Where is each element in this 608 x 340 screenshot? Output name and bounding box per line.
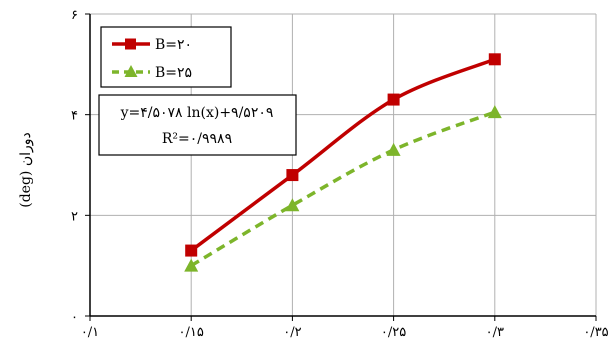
data-point-square <box>387 93 400 106</box>
data-point-triangle <box>487 105 502 119</box>
x-axis: ۰/۱ ۰/۱۵ ۰/۲ ۰/۲۵ ۰/۳ ۰/۳۵ <box>81 315 608 340</box>
data-point-triangle <box>386 142 401 156</box>
series-line-1 <box>190 110 496 268</box>
x-tick-label: ۰/۳ <box>486 325 504 340</box>
data-point-square <box>185 244 198 257</box>
x-tick-label: ۰/۱ <box>81 325 99 340</box>
x-tick-label: ۰/۳۵ <box>583 325 608 340</box>
series-markers <box>184 53 502 272</box>
legend-label-b20: B=۲۰ <box>155 37 192 53</box>
series-line-0 <box>190 57 496 252</box>
legend-item-b20: B=۲۰ <box>112 37 192 53</box>
data-point-square <box>488 53 501 66</box>
legend-marker-b25 <box>124 65 138 77</box>
equation-box: y=۴/۵۰۷۸ ln(x)+۹/۵۲۰۹ R²=۰/۹۹۸۹ <box>98 94 297 156</box>
data-point-triangle <box>285 198 300 212</box>
data-point-triangle <box>184 258 199 272</box>
legend: B=۲۰ B=۲۵ <box>100 26 232 88</box>
series-lines <box>190 57 496 268</box>
legend-box <box>100 26 232 88</box>
legend-item-b25: B=۲۵ <box>112 65 192 81</box>
y-axis-label: (deg) دوران <box>18 132 34 208</box>
data-point-square <box>286 169 299 182</box>
r-squared-text: R²=۰/۹۹۸۹ <box>162 131 232 147</box>
y-tick-label: ۴ <box>71 109 78 124</box>
y-tick-label: ۰ <box>71 310 78 325</box>
legend-marker-b20 <box>125 38 136 50</box>
legend-label-b25: B=۲۵ <box>155 65 192 81</box>
x-tick-label: ۰/۲ <box>283 325 301 340</box>
y-tick-label: ۲ <box>71 209 78 224</box>
x-tick-label: ۰/۱۵ <box>179 325 204 340</box>
y-tick-label: ۶ <box>71 8 78 23</box>
x-tick-label: ۰/۲۵ <box>381 325 406 340</box>
equation-box-frame <box>98 94 297 156</box>
equation-text: y=۴/۵۰۷۸ ln(x)+۹/۵۲۰۹ <box>120 105 274 121</box>
y-axis: ۰ ۲ ۴ ۶ <box>71 8 91 325</box>
